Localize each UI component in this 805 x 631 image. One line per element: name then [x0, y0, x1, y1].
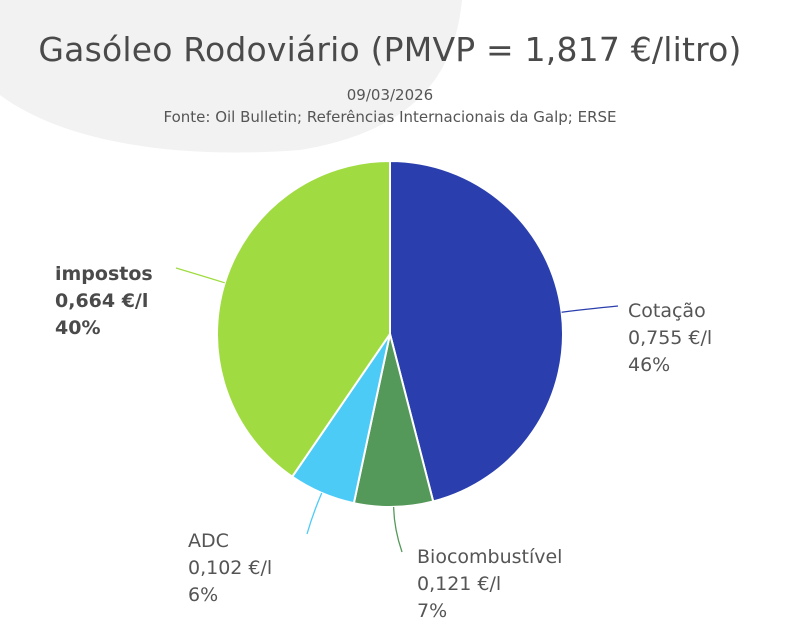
label-impostos-name: impostos — [55, 263, 153, 285]
leader-line-cotacao — [561, 305, 619, 313]
label-adc-name: ADC — [188, 530, 229, 552]
label-biocombustivel-percent: 7% — [417, 600, 448, 622]
label-adc: ADC 0,102 €/l 6% — [188, 528, 272, 609]
label-adc-percent: 6% — [188, 584, 219, 606]
chart-title: Gasóleo Rodoviário (PMVP = 1,817 €/litro… — [38, 30, 742, 69]
label-adc-value: 0,102 €/l — [188, 557, 273, 579]
label-impostos-value: 0,664 €/l — [55, 290, 149, 312]
chart-date: 09/03/2026 — [346, 86, 434, 104]
chart-source: Fonte: Oil Bulletin; Referências Interna… — [163, 108, 617, 126]
label-biocombustivel-value: 0,121 €/l — [417, 573, 502, 595]
label-cotacao-name: Cotação — [628, 300, 706, 322]
pie-slice-impostos — [216, 159, 391, 479]
label-cotacao-value: 0,755 €/l — [628, 327, 713, 349]
label-biocombustivel: Biocombustível 0,121 €/l 7% — [417, 544, 562, 625]
leader-line-biocombustivel — [392, 506, 403, 553]
label-impostos-percent: 40% — [55, 317, 101, 339]
label-cotacao-percent: 46% — [628, 354, 671, 376]
label-biocombustivel-name: Biocombustível — [417, 546, 563, 568]
label-impostos: impostos 0,664 €/l 40% — [55, 261, 153, 342]
label-cotacao: Cotação 0,755 €/l 46% — [628, 298, 712, 379]
leader-line-impostos — [175, 267, 225, 284]
leader-line-adc — [306, 492, 323, 535]
